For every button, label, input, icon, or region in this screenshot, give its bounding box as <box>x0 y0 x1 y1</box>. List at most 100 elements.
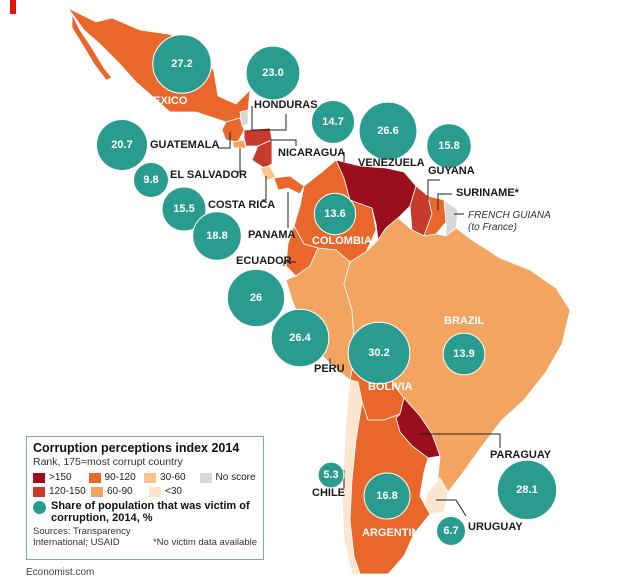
bubble-value-costa-rica: 15.5 <box>173 203 194 215</box>
label-honduras: HONDURAS <box>254 99 318 111</box>
bubble-argentina: 16.8 <box>363 472 411 520</box>
bubble-circle-costa-rica <box>161 186 207 232</box>
bubble-mexico: 27.2 <box>152 34 212 94</box>
legend-share-label: Share of population that was victim of c… <box>51 500 250 524</box>
legend-class-lt30: <30 <box>149 486 207 497</box>
label-french-guiana: FRENCH GUIANA <box>468 210 551 221</box>
bubble-costa-rica: 15.5 <box>161 186 207 232</box>
bubble-circle-colombia <box>313 192 357 236</box>
uruguay-shape <box>423 477 449 515</box>
legend-class-gt150: >150 <box>33 472 89 483</box>
label-costa-rica: COSTA RICA <box>208 199 275 211</box>
bubble-circle-peru <box>270 308 330 368</box>
bubble-value-argentina: 16.8 <box>376 490 397 502</box>
bubble-value-bolivia: 30.2 <box>368 347 389 359</box>
bubble-value-guatemala: 20.7 <box>111 139 132 151</box>
bubble-honduras: 23.0 <box>245 45 301 101</box>
legend-title: Corruption perceptions index 2014 <box>33 441 240 455</box>
bubble-peru: 26.4 <box>270 308 330 368</box>
legend-class-120-150: 120-150 <box>33 486 91 497</box>
bubble-panama: 18.8 <box>192 211 242 261</box>
bubble-circle-guatemala <box>96 119 148 171</box>
label-guatemala: GUATEMALA <box>150 139 220 151</box>
swatch-label-60-90: 60-90 <box>107 486 133 497</box>
swatch-30-60 <box>144 472 157 483</box>
bubble-guyana: 15.8 <box>426 123 472 169</box>
bubble-colombia: 13.6 <box>313 192 357 236</box>
label-chile: CHILE <box>312 487 345 499</box>
swatch-label-lt30: <30 <box>165 486 182 497</box>
legend-class-no-score: No score <box>199 472 257 483</box>
bubble-circle-brazil <box>442 332 486 376</box>
baja-shape <box>71 13 113 81</box>
label-mexico: MEXICO <box>144 95 188 107</box>
el-salvador-shape <box>231 139 247 149</box>
label-brazil: BRAZIL <box>444 315 485 327</box>
legend-class-60-90: 60-90 <box>91 486 149 497</box>
victim-share-bubbles: 27.2 23.0 20.7 9.8 14.7 15.5 18.8 26.6 15.8 13.6 2… <box>96 34 558 546</box>
label-suriname: SURINAME* <box>456 187 520 199</box>
legend-row-2: 120-150 60-90 <30 <box>33 486 257 497</box>
bubble-value-mexico: 27.2 <box>171 58 192 70</box>
bubble-circle-guyana <box>426 123 472 169</box>
bubble-value-honduras: 23.0 <box>262 67 283 79</box>
bubble-value-brazil: 13.9 <box>453 348 474 360</box>
bubble-circle-el-salvador <box>133 162 169 198</box>
bubble-value-venezuela: 26.6 <box>377 125 398 137</box>
bubble-value-panama: 18.8 <box>206 230 227 242</box>
share-circle-icon <box>33 501 46 514</box>
bubble-value-el-salvador: 9.8 <box>143 174 158 186</box>
label-panama: PANAMA <box>248 229 296 241</box>
label-peru: PERU <box>314 363 345 375</box>
legend-share: Share of population that was victim of c… <box>33 500 257 524</box>
swatch-label-no-score: No score <box>215 472 256 483</box>
bubble-value-chile: 5.3 <box>323 469 338 481</box>
label-colombia: COLOMBIA <box>312 235 372 247</box>
swatch-no-score <box>199 472 212 483</box>
bubble-bolivia: 30.2 <box>347 321 411 385</box>
bubble-value-ecuador: 26 <box>250 292 262 304</box>
bubble-circle-paraguay <box>496 459 558 521</box>
legend-row-1: >150 90-120 30-60 No score <box>33 472 257 483</box>
bubble-circle-mexico <box>152 34 212 94</box>
legend-no-data-note: *No victim data available <box>152 537 258 548</box>
bubble-guatemala: 20.7 <box>96 119 148 171</box>
label-nicaragua: NICARAGUA <box>278 147 345 159</box>
bubble-circle-ecuador <box>226 268 286 328</box>
bubble-circle-bolivia <box>347 321 411 385</box>
belize-shape <box>239 109 249 127</box>
legend-box: Corruption perceptions index 2014 Rank, … <box>26 436 264 560</box>
bubble-chile: 5.3 <box>317 461 345 489</box>
bubble-venezuela: 26.6 <box>358 101 418 161</box>
bubble-circle-honduras <box>245 45 301 101</box>
bubble-nicaragua: 14.7 <box>311 100 355 144</box>
swatch-label-90-120: 90-120 <box>104 472 136 483</box>
bubble-circle-nicaragua <box>311 100 355 144</box>
bubble-el-salvador: 9.8 <box>133 162 169 198</box>
label-venezuela: VENEZUELA <box>358 157 425 169</box>
legend-class-90-120: 90-120 <box>88 472 145 483</box>
swatch-90-120 <box>88 472 101 483</box>
bubble-value-nicaragua: 14.7 <box>322 116 343 128</box>
bubble-circle-panama <box>192 211 242 261</box>
economist-credit: Economist.com <box>26 567 95 578</box>
bubble-value-guyana: 15.8 <box>438 140 459 152</box>
bubble-value-paraguay: 28.1 <box>516 484 537 496</box>
bubble-circle-chile <box>317 461 345 489</box>
swatch-gt150 <box>33 472 45 483</box>
bubble-circle-venezuela <box>358 101 418 161</box>
bubble-value-uruguay: 6.7 <box>443 525 458 537</box>
label-ecuador: ECUADOR <box>236 255 292 267</box>
bubble-brazil: 13.9 <box>442 332 486 376</box>
label-el-salvador: EL SALVADOR <box>170 169 247 181</box>
label-french-guiana-note: (to France) <box>468 222 517 233</box>
country-labels: MEXICO HONDURAS GUATEMALA EL SALVADOR NI… <box>144 95 552 539</box>
label-argentina: ARGENTINA <box>362 527 427 539</box>
economist-red-tab <box>10 0 16 14</box>
label-uruguay: URUGUAY <box>468 521 523 533</box>
swatch-120-150 <box>33 486 45 497</box>
bubble-paraguay: 28.1 <box>496 459 558 521</box>
bubble-circle-argentina <box>363 472 411 520</box>
legend-sources: Sources: Transparency International; USA… <box>33 526 131 548</box>
bubble-value-peru: 26.4 <box>289 332 311 344</box>
